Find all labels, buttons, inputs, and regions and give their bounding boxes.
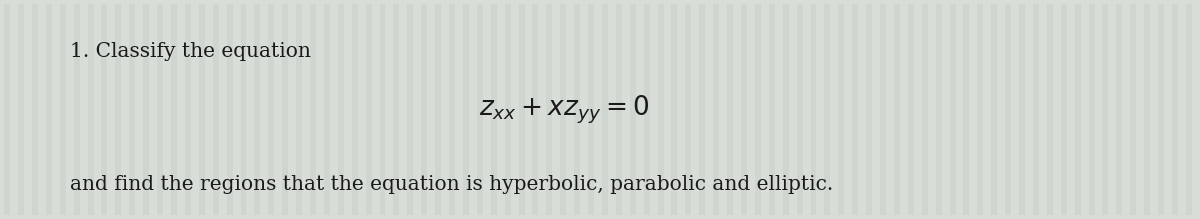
Bar xyxy=(4,4,10,215)
Bar xyxy=(170,4,176,215)
Bar xyxy=(866,4,872,215)
Bar xyxy=(1116,4,1122,215)
Bar xyxy=(964,4,970,215)
Bar xyxy=(254,4,260,215)
Bar xyxy=(407,4,413,215)
Bar xyxy=(991,4,997,215)
Bar xyxy=(1103,4,1109,215)
Bar xyxy=(338,4,343,215)
Bar xyxy=(839,4,845,215)
Bar xyxy=(824,4,830,215)
Bar xyxy=(518,4,524,215)
Bar xyxy=(227,4,233,215)
Bar xyxy=(1033,4,1039,215)
Bar xyxy=(18,4,24,215)
Bar xyxy=(880,4,886,215)
Bar xyxy=(240,4,246,215)
Text: $z_{xx} + xz_{yy} = 0$: $z_{xx} + xz_{yy} = 0$ xyxy=(479,93,649,126)
Bar xyxy=(269,4,275,215)
Bar xyxy=(852,4,858,215)
Bar xyxy=(742,4,746,215)
Bar xyxy=(1186,4,1192,215)
Bar xyxy=(379,4,385,215)
Bar xyxy=(310,4,316,215)
Bar xyxy=(1144,4,1150,215)
Bar xyxy=(1130,4,1136,215)
Bar xyxy=(115,4,121,215)
Bar xyxy=(32,4,38,215)
Bar xyxy=(977,4,983,215)
Bar xyxy=(60,4,66,215)
Bar xyxy=(324,4,330,215)
Bar xyxy=(491,4,497,215)
Bar xyxy=(908,4,914,215)
Bar xyxy=(1158,4,1164,215)
Bar xyxy=(1172,4,1178,215)
Bar xyxy=(1006,4,1012,215)
Text: and find the regions that the equation is hyperbolic, parabolic and elliptic.: and find the regions that the equation i… xyxy=(70,175,833,194)
Bar xyxy=(588,4,594,215)
Bar xyxy=(366,4,372,215)
Bar xyxy=(616,4,622,215)
Bar xyxy=(282,4,288,215)
Bar xyxy=(436,4,442,215)
Bar xyxy=(73,4,79,215)
Bar xyxy=(533,4,539,215)
Bar xyxy=(727,4,733,215)
Bar xyxy=(685,4,691,215)
Bar xyxy=(449,4,455,215)
Bar xyxy=(157,4,163,215)
Bar xyxy=(296,4,302,215)
Bar xyxy=(797,4,803,215)
Bar xyxy=(810,4,816,215)
Bar xyxy=(102,4,108,215)
Bar xyxy=(476,4,482,215)
Bar xyxy=(143,4,149,215)
Bar xyxy=(782,4,788,215)
Bar xyxy=(352,4,358,215)
Text: 1. Classify the equation: 1. Classify the equation xyxy=(70,42,311,61)
Bar xyxy=(713,4,719,215)
Bar xyxy=(463,4,469,215)
Bar xyxy=(199,4,205,215)
Bar xyxy=(643,4,649,215)
Bar xyxy=(185,4,191,215)
Bar xyxy=(1019,4,1025,215)
Bar xyxy=(936,4,942,215)
Bar xyxy=(700,4,706,215)
Bar xyxy=(560,4,566,215)
Bar xyxy=(546,4,552,215)
Bar xyxy=(421,4,427,215)
Bar xyxy=(630,4,636,215)
Bar xyxy=(574,4,580,215)
Bar xyxy=(672,4,678,215)
Bar xyxy=(130,4,136,215)
Bar xyxy=(394,4,400,215)
Bar xyxy=(1046,4,1052,215)
Bar xyxy=(212,4,218,215)
Bar xyxy=(769,4,775,215)
Bar xyxy=(88,4,94,215)
Bar xyxy=(505,4,511,215)
Bar xyxy=(922,4,928,215)
Bar xyxy=(658,4,664,215)
Bar xyxy=(894,4,900,215)
Bar xyxy=(755,4,761,215)
Bar xyxy=(602,4,608,215)
Bar xyxy=(1075,4,1081,215)
Bar xyxy=(1088,4,1094,215)
Bar xyxy=(949,4,955,215)
Bar xyxy=(1061,4,1067,215)
Bar xyxy=(46,4,52,215)
